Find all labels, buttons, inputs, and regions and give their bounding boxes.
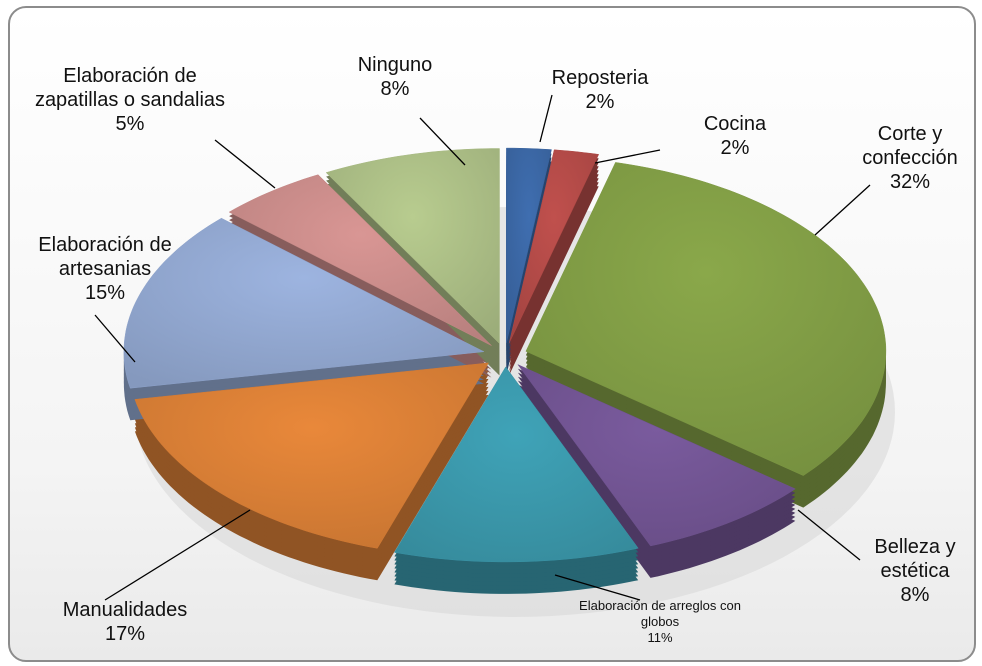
slice-side — [509, 161, 599, 356]
category-name: Ninguno — [357, 54, 433, 76]
slice-label: Ninguno 8% — [335, 53, 455, 101]
category-name: Corte y confección — [862, 123, 958, 169]
value-label: 11% — [647, 630, 673, 645]
category-name: Belleza y estética — [874, 536, 956, 582]
leader-line — [554, 574, 641, 601]
slice-label: Corte y confección 32% — [840, 122, 980, 194]
value-label: 15% — [84, 282, 126, 304]
leader-line — [214, 139, 276, 189]
category-name: Cocina — [703, 113, 767, 135]
pie-slice — [508, 149, 600, 344]
slice-label: Elaboración de arreglos con globos 11% — [570, 598, 750, 646]
value-label: 2% — [585, 91, 615, 113]
slice-side — [509, 169, 599, 364]
category-name: Manualidades — [62, 599, 188, 621]
value-label: 5% — [115, 113, 145, 135]
category-name: Reposteria — [551, 67, 649, 89]
pie-slice — [123, 217, 485, 389]
leader-line — [94, 314, 136, 363]
slice-label: Reposteria 2% — [545, 66, 655, 114]
category-name: Elaboración de artesanias — [38, 234, 172, 280]
pie-slice — [525, 162, 887, 476]
leader-line — [539, 94, 553, 143]
slice-side — [509, 181, 599, 376]
leader-line — [419, 117, 466, 166]
leader-line — [797, 509, 861, 561]
category-name: Elaboración de arreglos con globos — [579, 598, 741, 629]
leader-line — [594, 149, 661, 164]
pie-slice — [506, 147, 552, 344]
slice-side — [509, 165, 599, 360]
slice-label: Elaboración de zapatillas o sandalias 5% — [25, 64, 235, 136]
slice-label: Cocina 2% — [680, 112, 790, 160]
value-label: 17% — [104, 623, 146, 645]
slice-label: Manualidades 17% — [25, 598, 225, 646]
category-name: Elaboración de zapatillas o sandalias — [34, 65, 226, 111]
slice-side — [509, 173, 599, 368]
value-label: 2% — [720, 137, 750, 159]
pie-slice — [134, 362, 489, 549]
pie-slice — [228, 174, 492, 346]
slice-side — [509, 177, 599, 372]
slice-label: Belleza y estética 8% — [845, 535, 982, 607]
value-label: 32% — [889, 171, 931, 193]
leader-line — [104, 509, 251, 601]
value-label: 8% — [900, 584, 930, 606]
pie-slice — [393, 366, 639, 563]
pie-slice — [325, 148, 500, 345]
slice-side — [509, 157, 599, 352]
slice-label: Elaboración de artesanias 15% — [10, 233, 200, 305]
value-label: 8% — [380, 78, 410, 100]
leader-line — [814, 184, 871, 236]
pie-slice — [517, 363, 796, 547]
